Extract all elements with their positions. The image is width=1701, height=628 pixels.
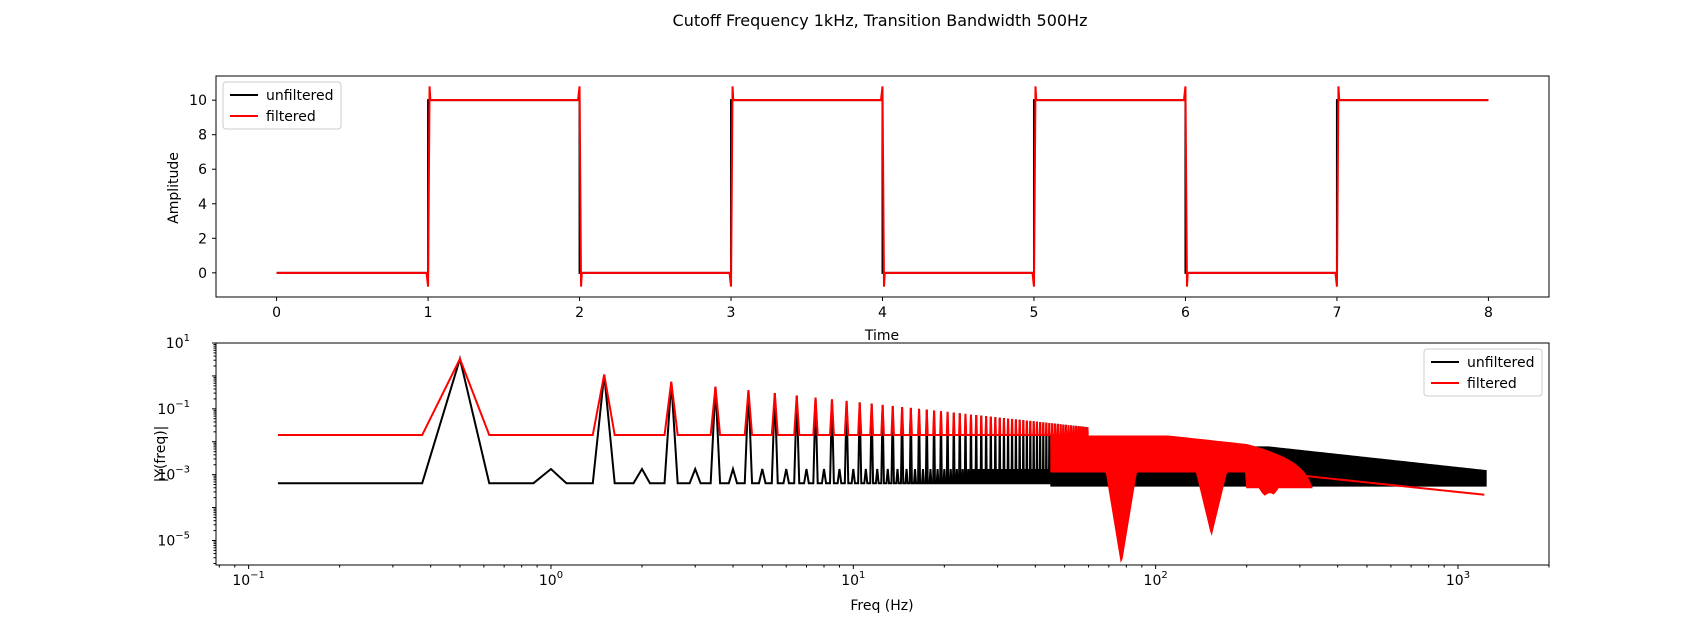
x-tick-label: 1 bbox=[424, 305, 433, 321]
legend-label-unfiltered: unfiltered bbox=[1467, 355, 1535, 371]
y-tick-label: 8 bbox=[198, 128, 207, 144]
y-tick-label: 4 bbox=[198, 197, 207, 213]
series-line-filtered bbox=[277, 356, 1089, 437]
time-x-ticks: 0 1 2 3 4 5 6 7 8 bbox=[272, 297, 1493, 321]
figure-title: Cutoff Frequency 1kHz, Transition Bandwi… bbox=[673, 11, 1088, 30]
frequency-series bbox=[277, 355, 1487, 563]
legend-label-filtered: filtered bbox=[266, 109, 316, 125]
x-tick-label: 4 bbox=[878, 305, 887, 321]
time-domain-series bbox=[276, 86, 1489, 287]
y-tick-label: 0 bbox=[198, 266, 207, 282]
series-band-filtered bbox=[1050, 435, 1313, 563]
time-y-axis-label: Amplitude bbox=[166, 152, 182, 224]
x-tick-label: 0 bbox=[272, 305, 281, 321]
x-tick-label: 8 bbox=[1484, 305, 1493, 321]
legend-label-unfiltered: unfiltered bbox=[266, 88, 334, 104]
freq-y-axis-label: |Y(freq)| bbox=[153, 426, 169, 483]
time-legend: unfiltered filtered bbox=[222, 81, 342, 130]
x-tick-label: 3 bbox=[727, 305, 736, 321]
x-tick-label: 6 bbox=[1181, 305, 1190, 321]
y-tick-label: 2 bbox=[198, 231, 207, 247]
time-x-axis-label: Time bbox=[864, 328, 899, 344]
series-line-filtered bbox=[276, 86, 1489, 287]
x-tick-label: 5 bbox=[1030, 305, 1039, 321]
x-tick-label: 7 bbox=[1332, 305, 1341, 321]
y-tick-label: 6 bbox=[198, 162, 207, 178]
time-y-ticks: 0 2 4 6 8 10 bbox=[189, 93, 216, 282]
freq-plot-frame bbox=[215, 342, 1550, 566]
y-tick-label: 10 bbox=[189, 93, 207, 109]
series-tail-filtered bbox=[1299, 474, 1485, 496]
freq-legend: unfiltered filtered bbox=[1423, 348, 1543, 397]
legend-label-filtered: filtered bbox=[1467, 376, 1517, 392]
x-tick-label: 2 bbox=[575, 305, 584, 321]
freq-x-axis-label: Freq (Hz) bbox=[850, 598, 913, 614]
time-domain-plot: 0 1 2 3 4 5 6 7 8 0 2 4 6 8 10 Time Amplitude unfilte… bbox=[166, 75, 1550, 344]
